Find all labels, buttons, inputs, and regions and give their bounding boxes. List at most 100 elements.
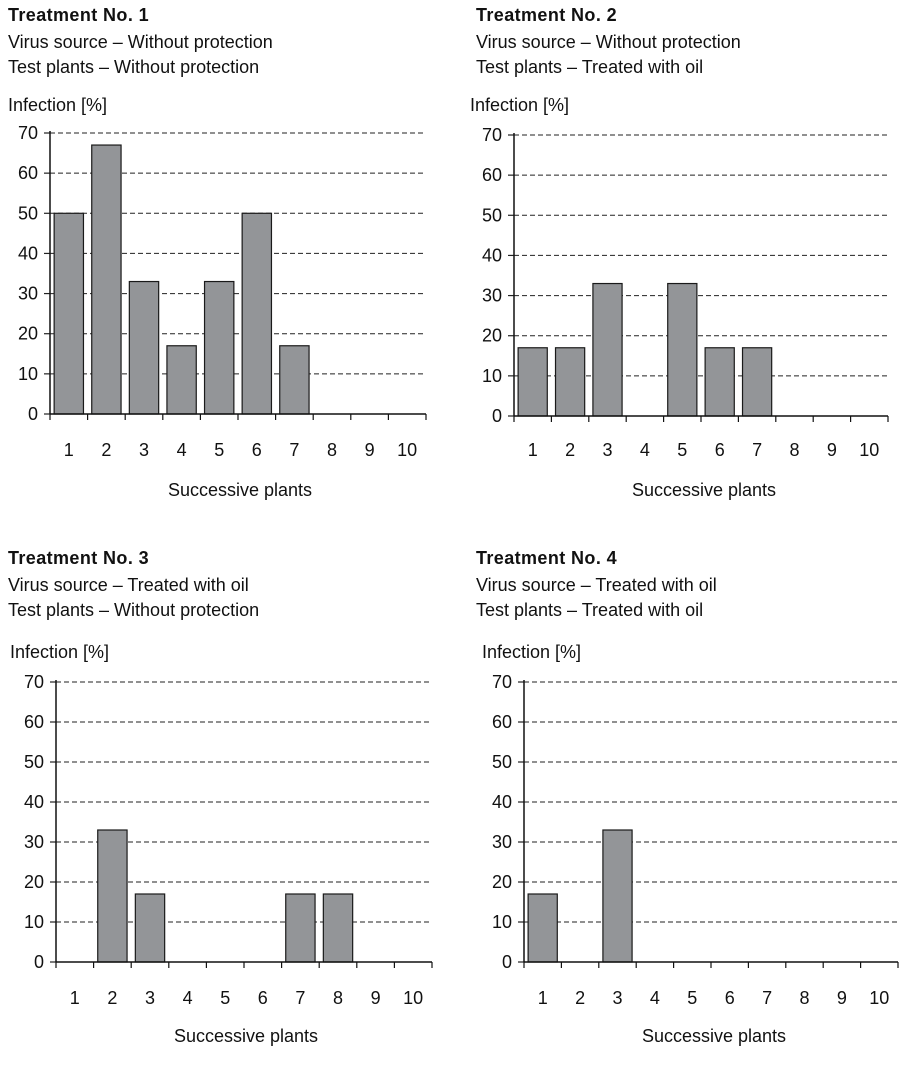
y-tick-label: 40 bbox=[18, 243, 38, 263]
bar bbox=[279, 345, 310, 415]
y-tick-label: 10 bbox=[482, 366, 502, 386]
y-tick-label: 10 bbox=[24, 912, 44, 932]
y-tick-label: 70 bbox=[492, 672, 512, 692]
test-plants-line: Test plants – Treated with oil bbox=[476, 57, 704, 77]
bar bbox=[134, 893, 166, 963]
y-tick-label: 60 bbox=[482, 165, 502, 185]
x-tick-label: 1 bbox=[538, 988, 548, 1008]
x-tick-label: 3 bbox=[612, 988, 622, 1008]
x-tick-label: 5 bbox=[214, 440, 224, 460]
y-axis-label: Infection [%] bbox=[10, 642, 110, 662]
panel-title: Treatment No. 4 bbox=[476, 548, 618, 568]
y-tick-label: 30 bbox=[18, 284, 38, 304]
x-axis-label: Successive plants bbox=[167, 480, 313, 500]
x-axis-label: Successive plants bbox=[631, 480, 777, 500]
x-tick-label: 8 bbox=[327, 440, 337, 460]
y-tick-label: 50 bbox=[24, 752, 44, 772]
y-tick-label: 40 bbox=[482, 245, 502, 265]
x-tick-label: 5 bbox=[687, 988, 697, 1008]
y-axis-label: Infection [%] bbox=[8, 95, 108, 115]
x-tick-label: 2 bbox=[565, 440, 575, 460]
test-plants-line: Test plants – Without protection bbox=[8, 57, 260, 77]
y-tick-label: 20 bbox=[18, 324, 38, 344]
y-tick-label: 20 bbox=[482, 326, 502, 346]
y-tick-label: 50 bbox=[18, 203, 38, 223]
x-tick-label: 6 bbox=[715, 440, 725, 460]
bar-chart: 0 10 20 30 40 50 60 70 1 2 3 4 5 6 7 8 9 10 bbox=[482, 125, 889, 460]
x-tick-label: 6 bbox=[258, 988, 268, 1008]
test-plants-line: Test plants – Without protection bbox=[8, 600, 260, 620]
y-tick-label: 40 bbox=[24, 792, 44, 812]
bar bbox=[667, 282, 698, 417]
bar bbox=[203, 280, 235, 415]
x-tick-label: 7 bbox=[289, 440, 299, 460]
x-axis-label: Successive plants bbox=[173, 1026, 319, 1046]
panel-title: Treatment No. 2 bbox=[476, 5, 618, 25]
y-tick-label: 70 bbox=[24, 672, 44, 692]
x-tick-label: 1 bbox=[64, 440, 74, 460]
y-tick-label: 60 bbox=[24, 712, 44, 732]
y-tick-label: 30 bbox=[24, 832, 44, 852]
y-tick-label: 60 bbox=[18, 163, 38, 183]
bar-chart: 0 10 20 30 40 50 60 70 1 2 3 4 5 6 7 8 9 10 bbox=[492, 672, 899, 1008]
x-tick-label: 3 bbox=[145, 988, 155, 1008]
bar bbox=[91, 144, 122, 415]
y-tick-label: 20 bbox=[492, 872, 512, 892]
y-axis-label: Infection [%] bbox=[470, 95, 570, 115]
x-tick-label: 9 bbox=[837, 988, 847, 1008]
x-tick-label: 3 bbox=[139, 440, 149, 460]
y-tick-label: 20 bbox=[24, 872, 44, 892]
y-axis-label: Infection [%] bbox=[482, 642, 582, 662]
y-tick-label: 0 bbox=[492, 406, 502, 426]
bar-chart: 0 10 20 30 40 50 60 70 1 2 3 4 5 6 7 8 9 10 bbox=[24, 672, 433, 1008]
virus-source-line: Virus source – Treated with oil bbox=[476, 575, 717, 595]
y-tick-label: 50 bbox=[492, 752, 512, 772]
x-tick-label: 4 bbox=[183, 988, 193, 1008]
x-axis-label: Successive plants bbox=[641, 1026, 787, 1046]
x-tick-label: 2 bbox=[101, 440, 111, 460]
y-tick-label: 60 bbox=[492, 712, 512, 732]
x-tick-label: 6 bbox=[725, 988, 735, 1008]
x-tick-label: 9 bbox=[365, 440, 375, 460]
panel-title: Treatment No. 3 bbox=[8, 548, 150, 568]
y-tick-label: 0 bbox=[502, 952, 512, 972]
x-tick-label: 4 bbox=[177, 440, 187, 460]
y-tick-label: 0 bbox=[28, 404, 38, 424]
x-tick-label: 4 bbox=[640, 440, 650, 460]
x-tick-label: 8 bbox=[333, 988, 343, 1008]
x-tick-label: 4 bbox=[650, 988, 660, 1008]
x-tick-label: 8 bbox=[799, 988, 809, 1008]
bar bbox=[241, 212, 273, 415]
y-tick-label: 70 bbox=[18, 123, 38, 143]
bar bbox=[527, 893, 558, 963]
x-tick-label: 7 bbox=[295, 988, 305, 1008]
bar bbox=[166, 345, 197, 415]
bar bbox=[517, 347, 548, 417]
x-tick-label: 10 bbox=[859, 440, 879, 460]
virus-source-line: Virus source – Without protection bbox=[476, 32, 741, 52]
x-tick-label: 3 bbox=[602, 440, 612, 460]
y-tick-label: 30 bbox=[482, 286, 502, 306]
bar-chart: 0 10 20 30 40 50 60 70 1 2 3 4 5 6 7 8 9 10 bbox=[18, 123, 427, 460]
chart-panel-3: Treatment No. 3 Virus source – Treated w… bbox=[0, 546, 452, 1071]
x-tick-label: 7 bbox=[762, 988, 772, 1008]
virus-source-line: Virus source – Treated with oil bbox=[8, 575, 249, 595]
chart-panel-1: Treatment No. 1 Virus source – Without p… bbox=[0, 0, 452, 525]
bar bbox=[741, 347, 773, 417]
y-tick-label: 30 bbox=[492, 832, 512, 852]
x-tick-label: 5 bbox=[677, 440, 687, 460]
x-tick-label: 2 bbox=[575, 988, 585, 1008]
bar bbox=[285, 893, 316, 963]
test-plants-line: Test plants – Treated with oil bbox=[476, 600, 704, 620]
virus-source-line: Virus source – Without protection bbox=[8, 32, 273, 52]
x-tick-label: 2 bbox=[107, 988, 117, 1008]
panel-title: Treatment No. 1 bbox=[8, 5, 150, 25]
x-tick-label: 9 bbox=[371, 988, 381, 1008]
bar bbox=[592, 282, 623, 417]
x-tick-label: 1 bbox=[70, 988, 80, 1008]
x-tick-label: 10 bbox=[397, 440, 417, 460]
bar bbox=[322, 893, 354, 963]
y-tick-label: 10 bbox=[492, 912, 512, 932]
x-tick-label: 9 bbox=[827, 440, 837, 460]
chart-panel-4: Treatment No. 4 Virus source – Treated w… bbox=[468, 546, 904, 1071]
